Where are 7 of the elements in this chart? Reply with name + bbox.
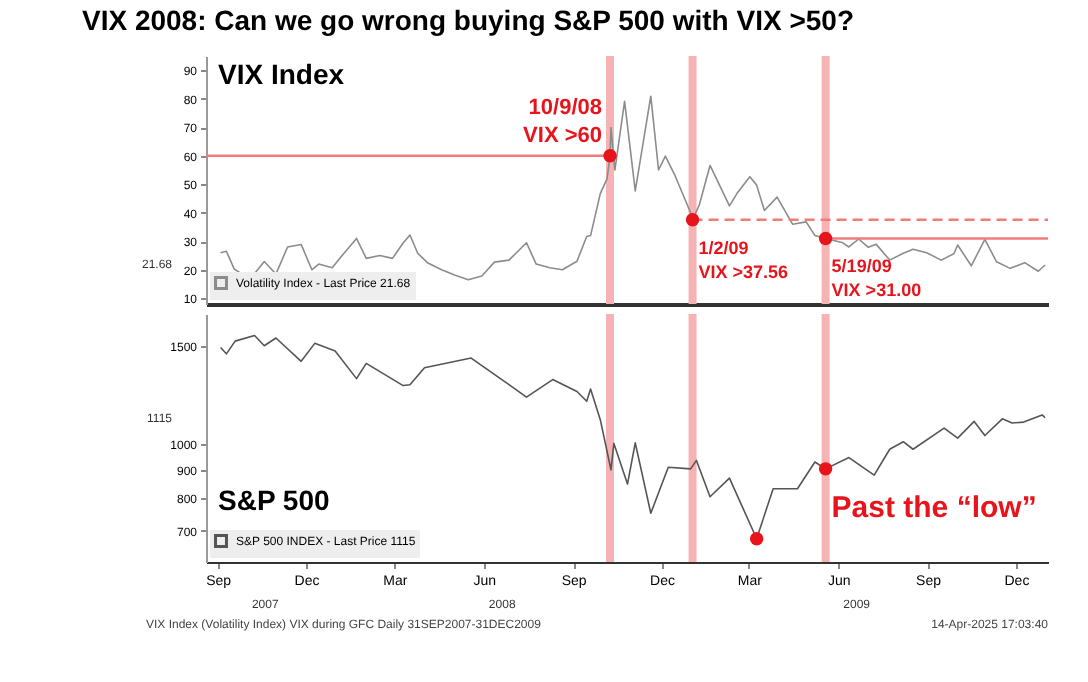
annotation: 5/19/09 VIX >31.00 [831, 256, 922, 301]
annotation: S&P 500 [218, 484, 330, 516]
annotation: VIX Index [218, 58, 345, 90]
annotation: Past the “low” [831, 490, 1037, 525]
chart-title: VIX 2008: Can we go wrong buying S&P 500 with VIX >50? [81, 4, 854, 36]
annotation: 10/9/08 VIX >60 [523, 95, 602, 148]
annotation: 1/2/09 VIX >37.56 [698, 237, 789, 282]
